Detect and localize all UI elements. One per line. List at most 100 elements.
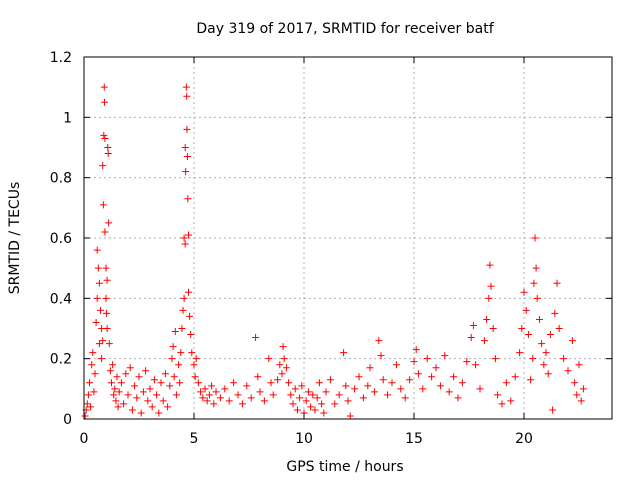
data-point-122	[278, 370, 286, 378]
data-point-92	[188, 349, 196, 357]
data-point-20	[99, 162, 107, 170]
data-point-0	[81, 412, 89, 420]
data-point-221	[573, 391, 581, 399]
data-point-224	[579, 385, 587, 393]
x-tick-label-3: 15	[405, 431, 423, 447]
data-point-218	[564, 367, 572, 375]
data-point-30	[103, 325, 111, 332]
data-point-205	[532, 264, 540, 272]
data-point-190	[491, 355, 499, 363]
x-tick-label-0: 0	[80, 431, 89, 447]
data-point-166	[410, 358, 418, 366]
data-point-200	[524, 331, 532, 339]
data-point-14	[95, 340, 103, 348]
data-point-12	[93, 246, 101, 254]
data-point-79	[180, 234, 188, 242]
data-point-94	[191, 373, 199, 381]
data-point-155	[366, 364, 374, 372]
data-point-127	[287, 391, 295, 399]
data-point-91	[187, 331, 195, 339]
data-point-215	[553, 279, 561, 287]
y-axis-label: SRMTID / TECUs	[7, 182, 23, 295]
y-tick-label-2: 0.4	[50, 291, 72, 307]
data-point-180	[467, 334, 475, 342]
data-point-96	[194, 379, 202, 387]
data-point-156	[370, 388, 378, 396]
data-point-154	[364, 382, 372, 390]
data-point-142	[320, 409, 328, 417]
data-point-61	[153, 391, 161, 399]
data-point-32	[104, 144, 112, 151]
data-point-160	[384, 391, 392, 399]
data-point-60	[150, 376, 158, 384]
data-point-152	[355, 373, 363, 381]
data-point-126	[285, 379, 293, 387]
data-point-53	[135, 373, 143, 381]
data-point-7	[89, 349, 97, 357]
data-point-62	[155, 409, 163, 417]
data-point-192	[498, 400, 506, 408]
data-point-173	[436, 382, 444, 390]
data-point-36	[106, 367, 114, 375]
data-point-27	[102, 264, 110, 272]
data-point-177	[454, 394, 462, 402]
data-point-119	[269, 391, 277, 399]
data-point-41	[112, 397, 120, 405]
data-point-63	[157, 379, 165, 387]
data-point-141	[318, 400, 326, 408]
data-point-170	[423, 355, 431, 363]
data-point-109	[234, 391, 242, 399]
data-point-24	[100, 98, 108, 106]
data-point-87	[184, 195, 192, 203]
data-point-182	[472, 361, 480, 369]
data-point-134	[302, 397, 310, 405]
data-point-16	[97, 306, 104, 314]
data-point-139	[313, 394, 321, 402]
data-point-222	[575, 361, 583, 369]
data-point-213	[549, 406, 557, 414]
data-point-208	[538, 340, 546, 348]
data-point-151	[351, 385, 359, 393]
data-point-169	[419, 385, 427, 393]
data-point-45	[117, 379, 125, 387]
data-point-129	[291, 385, 299, 393]
data-point-219	[568, 337, 576, 345]
data-point-93	[190, 361, 198, 369]
data-point-52	[133, 394, 141, 402]
data-point-116	[260, 397, 268, 405]
data-point-99	[201, 385, 209, 393]
data-point-4	[86, 379, 93, 387]
data-point-77	[179, 306, 187, 314]
data-point-176	[450, 373, 458, 381]
data-point-11	[93, 294, 101, 302]
data-point-101	[205, 391, 213, 399]
data-point-106	[221, 385, 229, 393]
data-point-184	[480, 337, 488, 345]
data-point-194	[507, 397, 515, 405]
data-point-26	[101, 134, 109, 142]
data-point-69	[169, 343, 177, 351]
data-point-143	[322, 388, 330, 396]
data-point-138	[311, 406, 319, 414]
data-point-5	[87, 403, 95, 411]
data-point-150	[346, 412, 354, 420]
data-point-13	[94, 264, 102, 272]
data-point-102	[208, 382, 216, 390]
data-point-46	[120, 400, 128, 408]
data-point-198	[520, 288, 528, 296]
data-point-211	[544, 370, 552, 378]
data-point-145	[331, 400, 339, 408]
data-point-110	[238, 400, 246, 408]
data-point-207	[535, 315, 543, 323]
data-point-210	[542, 349, 550, 357]
axes: 0 5 10 15 20 0 0.2 0.4 0.6 0.8 1 1.2	[50, 50, 613, 447]
data-point-75	[177, 349, 185, 357]
data-point-178	[458, 379, 466, 387]
data-point-214	[551, 309, 559, 317]
data-point-74	[176, 379, 184, 387]
data-point-209	[540, 361, 548, 369]
data-point-131	[296, 394, 304, 402]
data-point-157	[375, 337, 383, 345]
data-point-82	[182, 168, 190, 176]
